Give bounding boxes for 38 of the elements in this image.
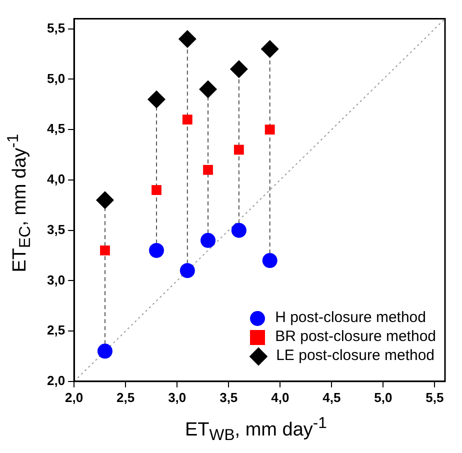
point: [234, 144, 244, 155]
y-tick-label: 2,0: [46, 372, 66, 388]
y-tick-label: 5,5: [46, 20, 66, 36]
x-tick-label: 2,0: [65, 390, 84, 405]
y-tick-label: 5,0: [46, 70, 66, 86]
point: [96, 191, 114, 210]
y-tick-label: 2,5: [46, 322, 66, 338]
point: [178, 30, 196, 48]
point: [230, 60, 248, 78]
point: [100, 246, 110, 256]
legend-label: BR post-closure method: [275, 328, 436, 345]
point: [180, 263, 195, 278]
x-tick-label: 3,0: [168, 390, 186, 405]
x-tick-label: 4,0: [271, 390, 290, 405]
x-tick-label: 3,5: [220, 390, 238, 405]
point: [199, 80, 218, 98]
y-tick-label: 4,5: [46, 121, 66, 136]
point: [262, 253, 278, 268]
point: [152, 185, 162, 195]
legend-label: H post-closure method: [275, 309, 426, 326]
x-tick-label: 5,0: [374, 390, 392, 405]
y-tick-label: 4,0: [46, 172, 66, 187]
legend-label: LE post-closure method: [276, 347, 435, 364]
x-tick-label: 4,5: [322, 390, 341, 405]
point: [231, 222, 246, 238]
point: [203, 164, 213, 175]
point: [264, 124, 275, 135]
y-tick-label: 3,0: [46, 272, 66, 288]
point: [182, 114, 192, 124]
x-axis-title: ET$_{WB}$, mm day$^{-1}$: [184, 414, 328, 445]
y-tick-label: 3,5: [46, 222, 66, 237]
point: [97, 344, 112, 359]
x-tick-label: 5,5: [426, 390, 444, 405]
point: [149, 242, 164, 258]
x-tick-label: 2,5: [116, 390, 135, 405]
point: [200, 232, 216, 248]
point: [148, 90, 166, 108]
point: [260, 40, 279, 58]
